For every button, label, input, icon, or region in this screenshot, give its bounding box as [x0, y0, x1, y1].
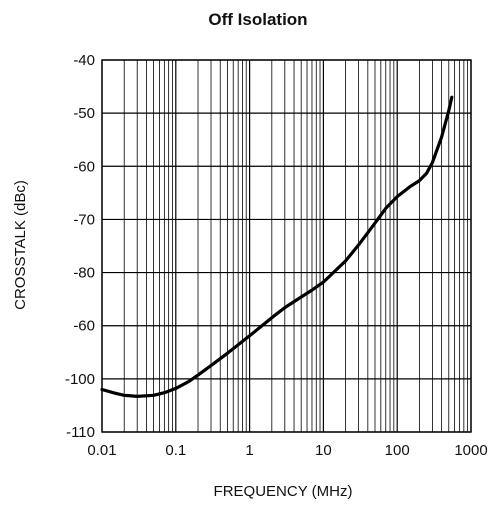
x-axis-ticks: 0.01 0.1 1 10 100 1000 [87, 442, 487, 459]
y-tick-label: -40 [73, 52, 95, 69]
x-tick-label: 1 [245, 442, 253, 459]
x-tick-label: 0.1 [165, 442, 186, 459]
series-layer [100, 95, 454, 398]
x-axis-label: FREQUENCY (MHz) [214, 483, 353, 500]
y-axis-label: CROSSTALK (dBc) [12, 180, 29, 310]
y-axis-ticks: -40 -50 -60 -70 -80 -60 -100 -110 [65, 52, 95, 441]
y-tick-label: -60 [73, 318, 95, 335]
x-tick-label: 10 [315, 442, 332, 459]
y-tick-label: -80 [73, 265, 95, 282]
crosstalk-series-line [100, 95, 454, 398]
x-tick-label: 0.01 [87, 442, 116, 459]
y-tick-label: -50 [73, 105, 95, 122]
y-tick-label: -110 [66, 424, 95, 441]
major-gridlines [101, 59, 472, 433]
minor-gridlines [123, 60, 469, 432]
y-tick-label: -100 [65, 371, 95, 388]
x-tick-label: 100 [385, 442, 410, 459]
plot-frame [101, 59, 472, 433]
x-tick-label: 1000 [454, 442, 487, 459]
y-tick-label: -60 [73, 158, 95, 175]
y-tick-label: -70 [73, 211, 95, 228]
chart-title: Off Isolation [208, 10, 307, 29]
